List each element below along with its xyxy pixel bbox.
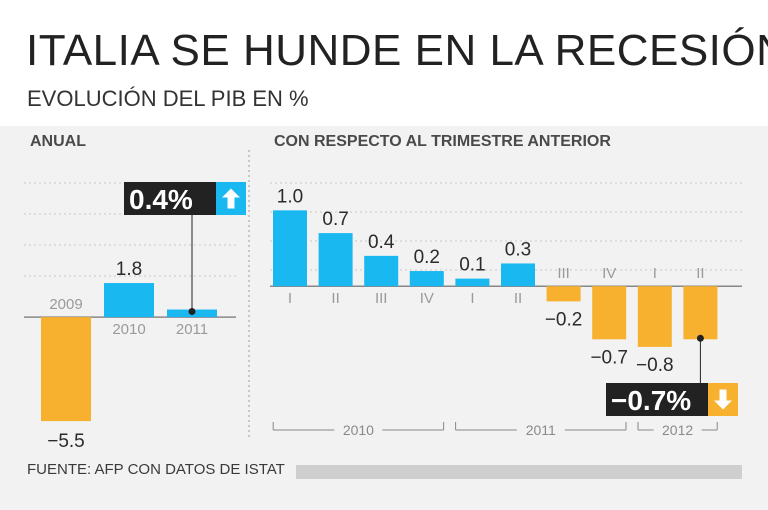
annual-callout-box [124, 182, 216, 215]
quarterly-bar [409, 271, 444, 287]
year-label: 2011 [526, 422, 556, 438]
quarterly-category-label: I [470, 290, 474, 307]
quarterly-value-label: 0.1 [459, 255, 485, 276]
quarterly-bar [637, 286, 672, 347]
quarterly-category-label: III [557, 265, 570, 282]
quarterly-bar [273, 210, 307, 287]
annual-callout-text: 0.4% [129, 184, 193, 215]
quarterly-value-label: 0.7 [322, 209, 348, 230]
chart-title: ITALIA SE HUNDE EN LA RECESIÓN [26, 26, 768, 75]
annual-bar [104, 283, 154, 318]
quarterly-bar [318, 233, 353, 287]
quarterly-category-label: III [375, 290, 388, 307]
annual-category-label: 2009 [49, 296, 82, 313]
quarterly-category-label: I [288, 290, 292, 307]
quarterly-callout-dot [696, 334, 704, 342]
arrow-down-icon [714, 389, 732, 410]
source-bar [296, 465, 742, 479]
quarterly-value-label: −0.7 [590, 347, 628, 368]
quarterly-category-label: II [696, 265, 704, 282]
quarterly-category-label: IV [602, 265, 616, 282]
quarterly-value-label: 1.0 [277, 186, 303, 207]
chart-subtitle: EVOLUCIÓN DEL PIB EN % [27, 86, 309, 111]
quarterly-category-label: II [514, 290, 522, 307]
quarterly-bar [364, 255, 399, 287]
quarterly-bar [592, 286, 627, 340]
quarterly-category-label: II [331, 290, 339, 307]
annual-category-label: 2011 [176, 321, 208, 338]
quarterly-value-label: 0.2 [414, 247, 440, 268]
quarterly-value-label: −0.2 [545, 309, 583, 330]
annual-category-label: 2010 [112, 321, 145, 338]
quarterly-value-label: 0.4 [368, 232, 395, 253]
quarterly-bar [683, 286, 718, 340]
year-label: 2010 [343, 422, 374, 438]
quarterly-callout-text: −0.7% [611, 385, 691, 416]
annual-section-label: ANUAL [30, 133, 86, 150]
annual-value-label: −5.5 [47, 431, 85, 452]
quarterly-category-label: I [653, 265, 657, 282]
quarterly-callout-box [606, 383, 708, 416]
annual-callout-dot [188, 308, 196, 316]
quarterly-category-label: IV [420, 290, 434, 307]
quarterly-bar [501, 263, 535, 287]
annual-bar [41, 317, 91, 422]
year-label: 2012 [662, 422, 693, 438]
quarterly-bar [546, 286, 581, 302]
quarterly-value-label: 0.3 [505, 239, 531, 260]
annual-value-label: 1.8 [116, 259, 142, 280]
quarterly-value-label: −0.8 [636, 355, 674, 376]
arrow-up-icon [222, 188, 240, 209]
source-note: FUENTE: AFP CON DATOS DE ISTAT [27, 461, 285, 478]
quarterly-section-label: CON RESPECTO AL TRIMESTRE ANTERIOR [274, 133, 611, 150]
quarterly-bar [455, 278, 490, 287]
